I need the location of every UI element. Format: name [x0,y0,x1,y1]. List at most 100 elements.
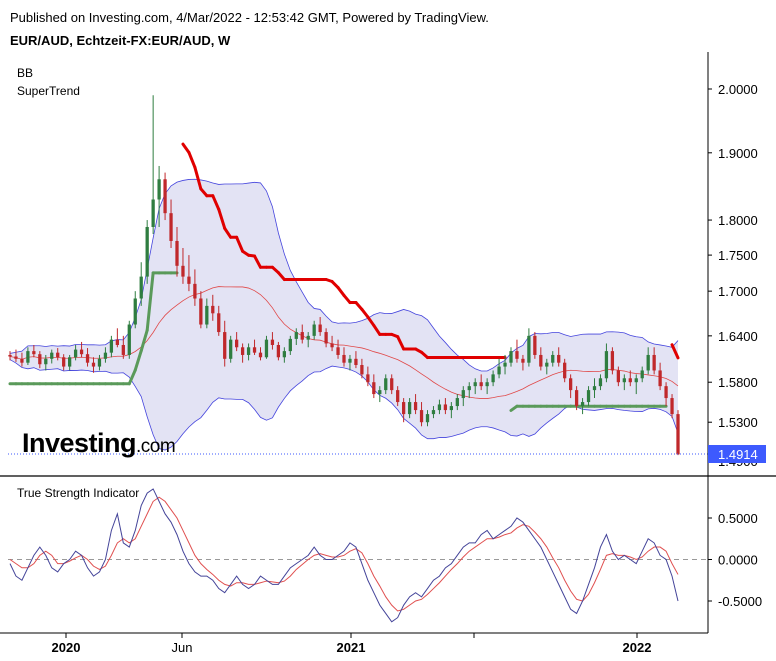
time-tick-label: 2022 [623,640,652,655]
candle [193,269,197,306]
candle [378,386,382,403]
supertrend-label: SuperTrend [17,84,80,98]
candle-body [437,404,442,411]
logo-main: Investing [22,428,137,458]
candle-body [14,356,18,359]
candle-body [282,351,286,358]
candle-body [360,365,364,375]
candle [557,347,561,367]
candle-body [604,351,609,379]
candle-body [569,378,573,391]
candle-body [342,354,346,363]
candle-body [574,390,579,407]
price-candles [8,95,680,456]
supertrend-segment [253,254,262,269]
candle [121,335,125,359]
candle-body [652,354,656,371]
candle [551,351,555,367]
last-price-badge [708,445,766,463]
candle-body [127,324,131,355]
supertrend-segment [223,226,233,239]
supertrend-segment [336,286,346,297]
candle-body [545,362,549,367]
candle-body [258,352,263,358]
candle [419,402,424,427]
candle [330,335,334,352]
price-tick-label: 1.7500 [718,248,758,263]
candle [85,348,90,367]
candle [461,386,465,407]
candle [14,349,18,362]
candle-body [455,398,459,407]
candle [485,378,489,395]
candle [139,262,143,306]
candle [348,354,352,371]
candle [97,354,102,371]
price-tick-label: 1.5300 [718,415,758,430]
bb-basis [9,286,679,399]
candle [217,305,221,336]
axes: 2.0000 1.9000 1.8000 1.7500 1.7000 1.6400 1.58… [0,52,776,655]
candle [396,386,400,407]
candle [390,374,394,395]
candle-body [145,226,149,277]
tsi-tick-label: 0.5000 [718,511,758,526]
candle-body [402,402,406,415]
candle [497,358,501,379]
candle [276,341,281,361]
published-text: Published on Investing.com, 4/Mar/2022 -… [10,10,489,25]
candle-body [318,324,322,333]
candle [545,358,549,375]
tsi-tick-label: -0.5000 [718,594,762,609]
candle-body [223,332,227,359]
candle-body [91,362,96,367]
candle-body [26,351,30,363]
supertrend-segment [354,301,364,311]
candle-body [479,382,483,387]
candle-body [348,358,352,363]
logo-suffix: .com [136,436,176,457]
candle-body [264,339,269,358]
candle-body [288,338,292,352]
supertrend-segment [193,165,203,191]
candle [670,394,674,419]
candle [32,344,36,358]
candle [187,255,191,292]
supertrend-segment [360,307,370,319]
supertrend-segment [199,187,209,198]
candle-body [461,390,465,399]
candle-body [515,351,519,359]
candle [628,370,632,387]
candle-body [664,386,668,399]
candle-body [97,358,102,367]
candle [533,332,537,359]
candle [491,370,495,387]
candle-body [169,213,173,241]
supertrend-segment [127,368,137,386]
candle-body [151,199,155,227]
bb-label: BB [17,66,34,80]
candle-body [485,382,489,387]
candle [569,374,573,399]
candle-body [628,378,632,383]
investing-logo: Investing.com [22,428,176,459]
candle-body [306,335,310,340]
price-tick-label: 1.5800 [718,375,758,390]
candle [163,172,167,221]
candle-body [610,351,615,371]
candle-body [312,324,316,336]
candle-body [62,357,66,367]
last-price-label: 1.4914 [718,447,758,462]
candle [240,343,245,363]
candle [527,328,531,367]
candle [384,374,388,395]
candle-body [563,362,567,379]
candle [109,335,114,358]
candle [622,374,626,391]
candle-body [509,351,513,363]
bb-fill [10,179,678,451]
candle [26,347,30,366]
price-tick-label: 1.9000 [718,146,758,161]
candle-body [586,390,591,403]
candle-body [330,343,334,348]
